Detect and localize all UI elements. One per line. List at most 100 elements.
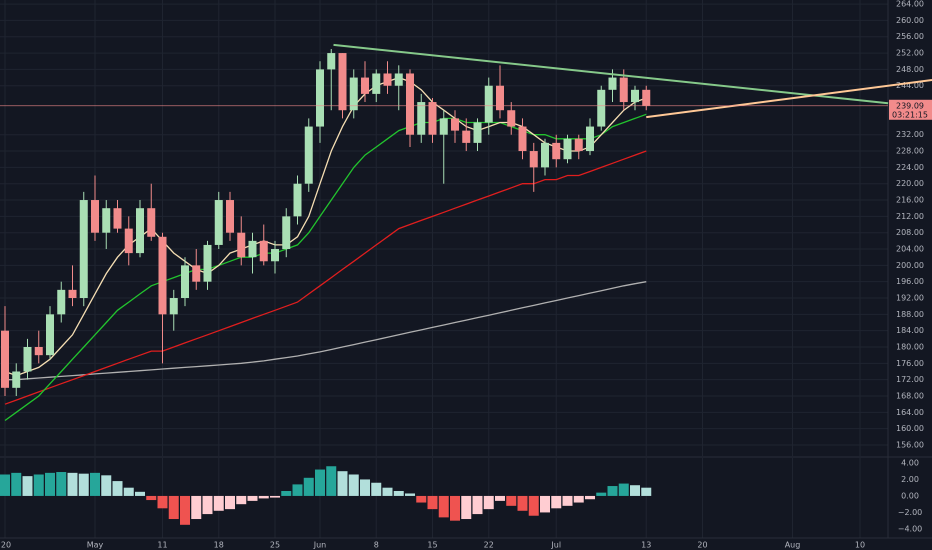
candle-body — [563, 138, 572, 160]
y-tick-label: 200.00 — [896, 261, 924, 270]
histogram-bar — [585, 495, 595, 500]
candle-body — [428, 102, 437, 135]
candle-body — [597, 89, 606, 127]
histogram-bar — [517, 495, 528, 511]
osc-tick-label: 4.00 — [901, 458, 919, 467]
candle-body — [226, 200, 234, 233]
moving-average-line — [4, 113, 647, 422]
osc-tick-label: 2.00 — [901, 475, 919, 484]
histogram-bar — [371, 482, 382, 496]
candle-body — [192, 265, 201, 282]
histogram-bar — [202, 495, 213, 515]
histogram-bar — [78, 473, 89, 496]
histogram-bar — [450, 495, 460, 521]
candle-body — [79, 200, 88, 299]
histogram-bar — [315, 469, 325, 496]
candle-body — [158, 236, 167, 315]
x-tick-label: 18 — [214, 541, 224, 550]
histogram-bar — [157, 495, 168, 509]
x-tick-label: 15 — [427, 541, 437, 550]
x-tick-label: May — [87, 541, 104, 550]
histogram-bar — [495, 495, 505, 501]
candle-body — [608, 77, 617, 90]
countdown-label: 03:21:15 — [892, 110, 928, 119]
candle-body — [113, 208, 122, 229]
moving-average-line — [4, 76, 647, 377]
candle-body — [1, 330, 9, 388]
histogram-bar — [382, 487, 393, 496]
candle-body — [46, 314, 54, 356]
y-tick-label: 180.00 — [896, 343, 924, 352]
y-tick-label: 260.00 — [896, 16, 924, 25]
histogram-bar — [292, 484, 303, 496]
candle-body — [552, 142, 561, 160]
candle-body — [642, 89, 651, 106]
histogram-bar — [562, 495, 573, 506]
candle-body — [574, 138, 583, 152]
last-price-label: 239.09 — [896, 101, 924, 110]
histogram-bar — [45, 472, 55, 496]
candle-body — [372, 73, 381, 94]
histogram-bar — [270, 495, 280, 498]
candle-body — [214, 200, 223, 245]
x-tick-label: Jul — [550, 541, 561, 550]
candle-body — [57, 289, 66, 315]
candle-body — [102, 208, 111, 233]
histogram-bar — [337, 471, 348, 496]
y-tick-label: 208.00 — [896, 228, 924, 237]
candle-body — [181, 265, 189, 299]
candle-body — [462, 130, 471, 143]
y-tick-label: 164.00 — [896, 408, 924, 417]
histogram-bar — [146, 495, 157, 501]
histogram-bar — [393, 490, 404, 496]
osc-tick-label: 0.00 — [901, 491, 919, 500]
osc-tick-label: −2.00 — [898, 508, 923, 517]
candle-body — [518, 126, 527, 152]
candle-body — [361, 77, 369, 94]
histogram-bar — [641, 487, 652, 496]
candle-body — [619, 77, 628, 103]
histogram-bar — [101, 475, 112, 496]
trendline — [333, 43, 889, 105]
histogram-bar — [33, 474, 44, 496]
histogram-bar — [506, 495, 517, 506]
histogram-bar — [607, 486, 618, 496]
histogram-bar — [528, 495, 539, 516]
histogram-bar — [281, 490, 292, 496]
candle-body — [237, 232, 246, 258]
histogram-bar — [618, 483, 629, 496]
histogram-bar — [573, 495, 584, 503]
histogram-bar — [123, 487, 134, 496]
y-tick-label: 168.00 — [896, 391, 924, 400]
y-tick-label: 176.00 — [896, 359, 924, 368]
histogram-bar — [326, 466, 337, 496]
y-tick-label: 232.00 — [896, 130, 924, 139]
y-tick-label: 228.00 — [896, 147, 924, 156]
candle-body — [484, 85, 493, 123]
candle-body — [507, 110, 516, 127]
histogram-bar — [22, 476, 33, 496]
x-tick-label: 20 — [697, 541, 707, 550]
histogram-bar — [551, 495, 562, 509]
candle-body — [439, 118, 448, 135]
candle-body — [631, 89, 639, 103]
histogram-bar — [596, 492, 607, 496]
candle-body — [12, 371, 21, 388]
histogram-bar — [630, 485, 640, 496]
candle-body — [529, 151, 538, 168]
y-tick-label: 256.00 — [896, 32, 924, 41]
candle-body — [394, 73, 403, 86]
candle-body — [417, 102, 426, 135]
x-tick-label: 25 — [270, 541, 280, 550]
y-tick-label: 244.00 — [896, 81, 924, 90]
candle-body — [23, 347, 32, 372]
histogram-bar — [438, 495, 449, 518]
candle-body — [203, 244, 212, 282]
candle-body — [293, 183, 302, 217]
y-tick-label: 192.00 — [896, 294, 924, 303]
y-tick-label: 204.00 — [896, 245, 924, 254]
y-tick-label: 216.00 — [896, 196, 924, 205]
histogram-bar — [472, 495, 483, 515]
histogram-bar — [303, 477, 314, 496]
